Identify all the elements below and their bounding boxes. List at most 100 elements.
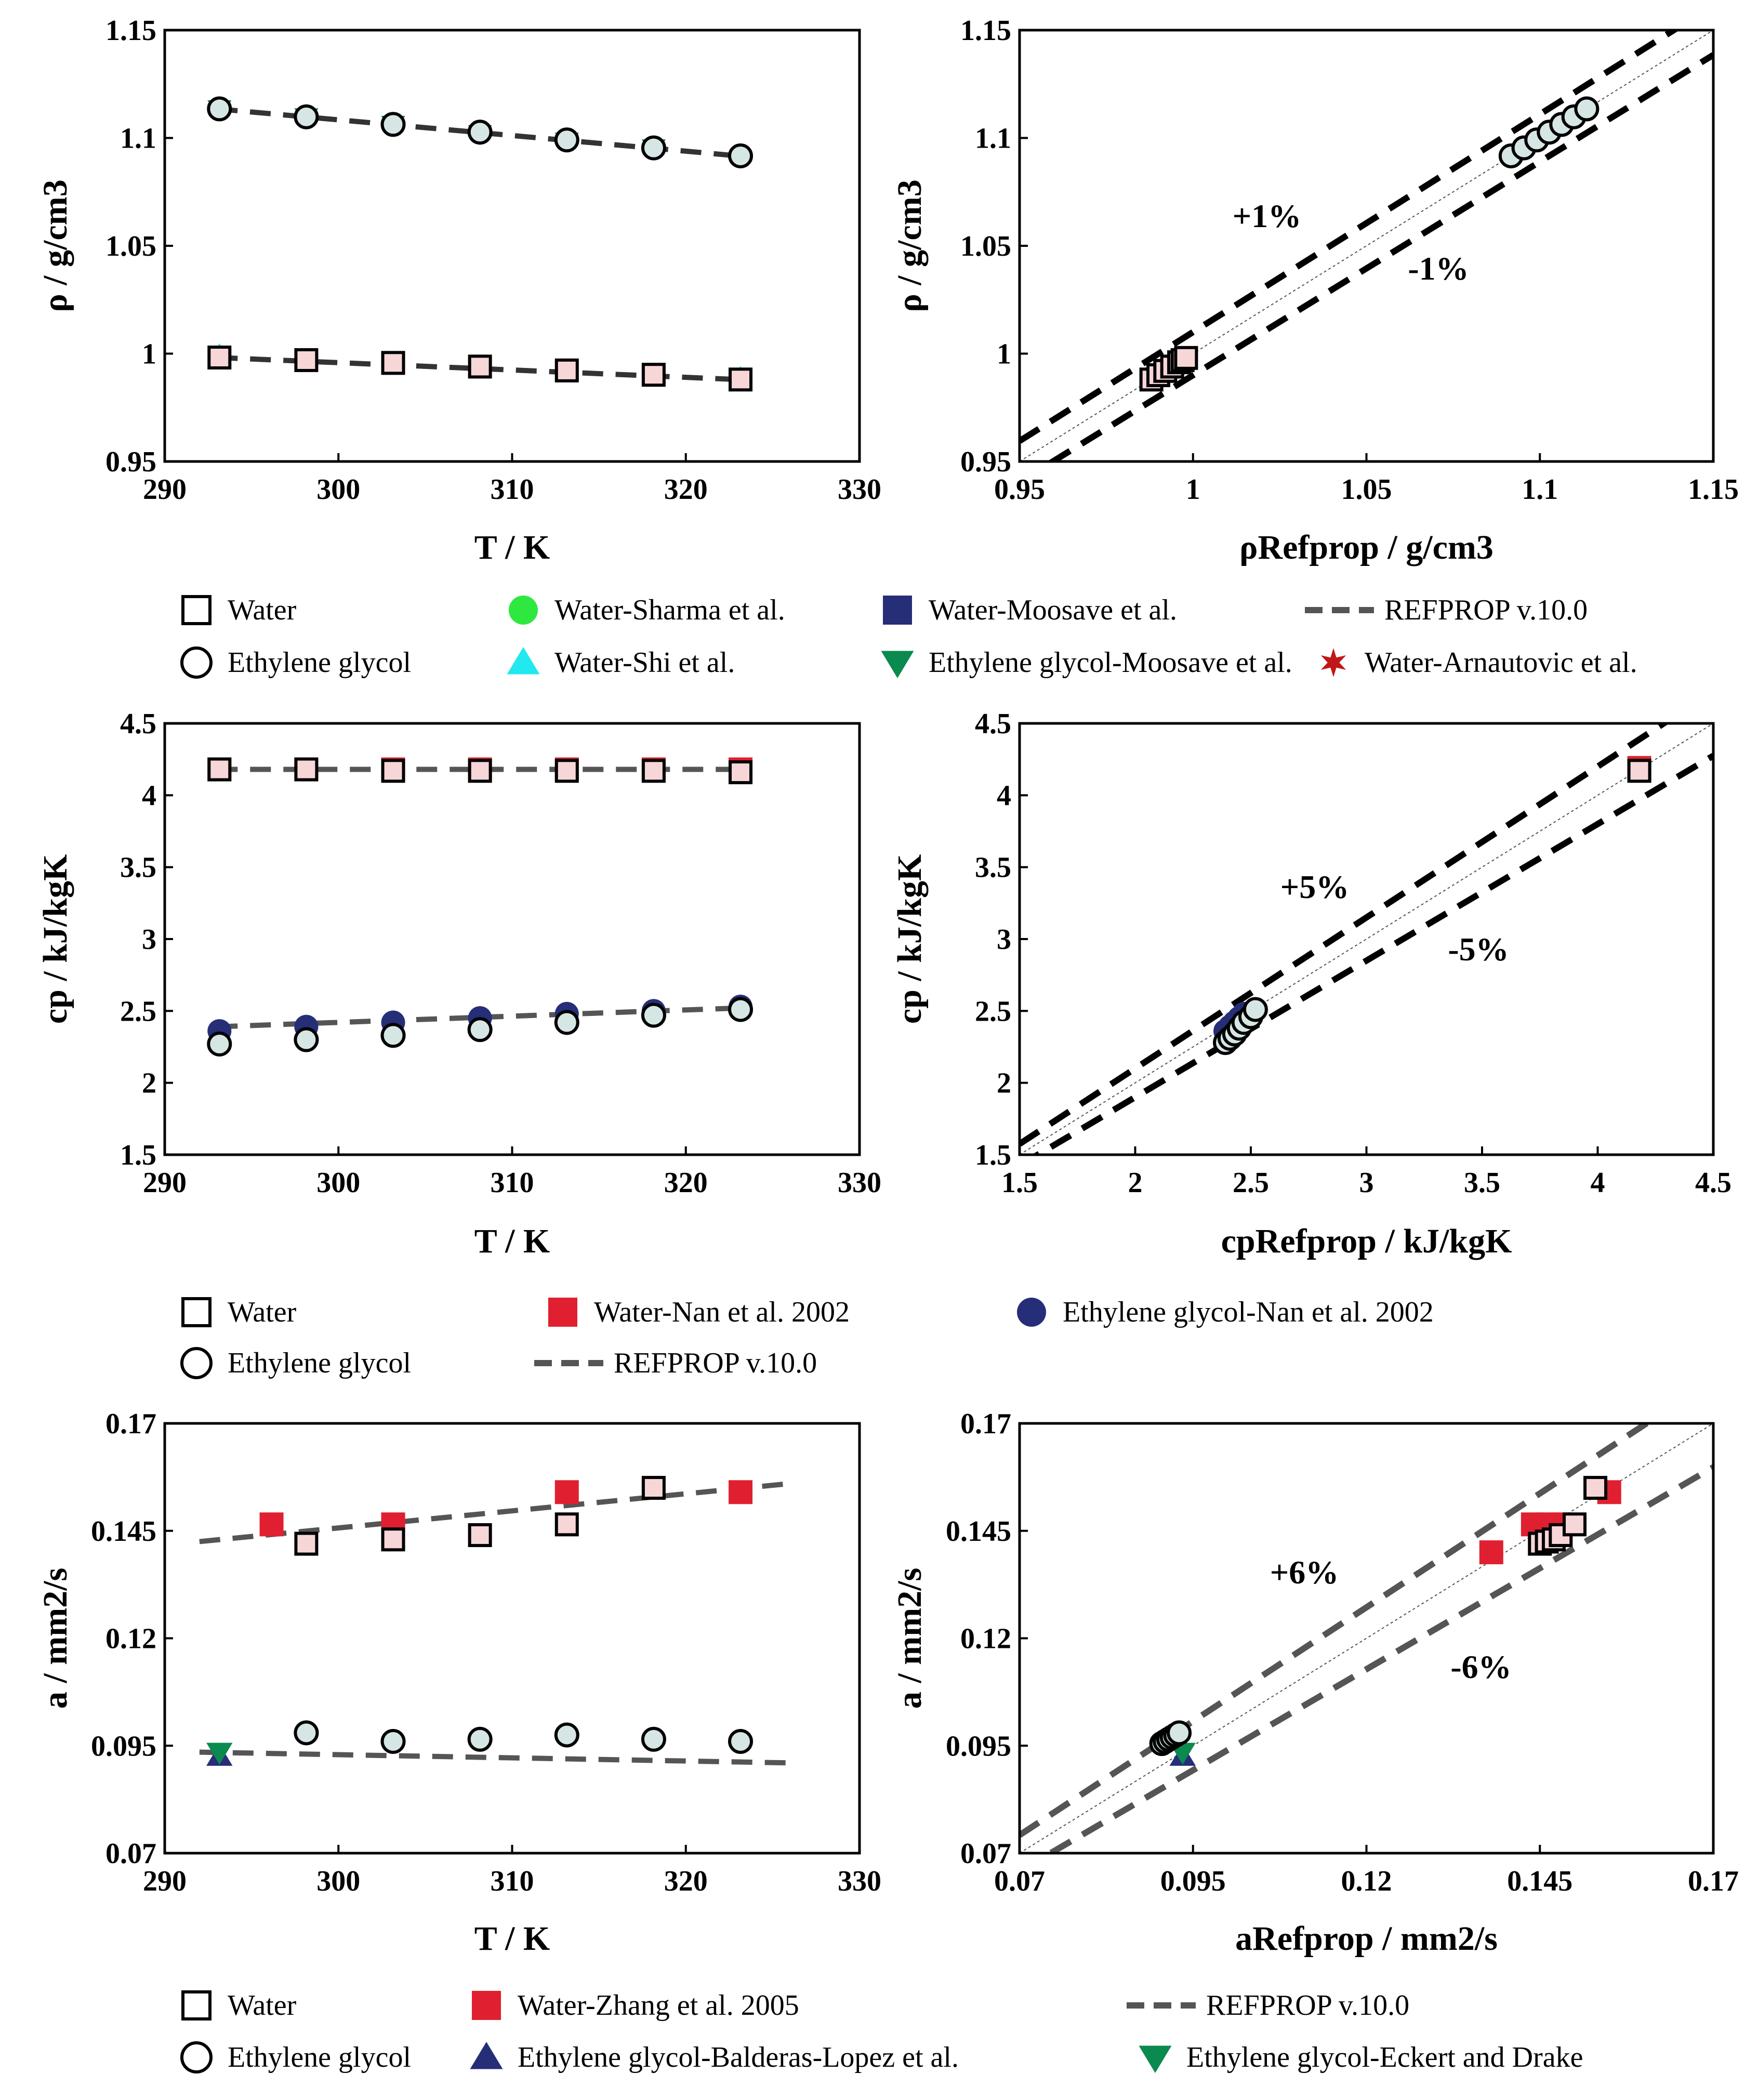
red-square-swatch bbox=[472, 1991, 501, 2020]
x-tick-label: 1.15 bbox=[1688, 473, 1739, 506]
y-tick-label: 1.5 bbox=[975, 1139, 1011, 1171]
legend-item: Ethylene glycol bbox=[180, 646, 411, 679]
legend-item: Ethylene glycol bbox=[180, 1347, 411, 1379]
y-axis-title: cp / kJ/kgK bbox=[36, 854, 74, 1024]
data-point bbox=[554, 127, 579, 153]
y-tick-label: 3 bbox=[142, 923, 156, 956]
legend-2: Water Water-Nan et al. 2002 Ethylene glyco… bbox=[180, 1296, 1434, 1379]
legend-item: REFPROP v.10.0 bbox=[1127, 1989, 1409, 2022]
x-tick-label: 330 bbox=[838, 1865, 881, 1897]
data-point bbox=[728, 997, 754, 1022]
data-point bbox=[380, 1023, 406, 1048]
data-point bbox=[468, 354, 492, 379]
y-tick-label: 1.05 bbox=[105, 230, 156, 262]
data-point bbox=[294, 1027, 319, 1052]
plot-frame bbox=[163, 722, 861, 1156]
minus-bound-line bbox=[1032, 753, 1713, 1155]
x-tick-label: 310 bbox=[491, 1167, 534, 1199]
x-tick-label: 3 bbox=[1359, 1167, 1374, 1199]
data-point bbox=[380, 1728, 406, 1754]
x-tick-label: 1.05 bbox=[1341, 473, 1392, 506]
annotation-minus: -1% bbox=[1408, 250, 1469, 287]
y-tick-label: 0.12 bbox=[105, 1623, 156, 1655]
x-tick-label: 310 bbox=[491, 473, 534, 506]
y-tick-label: 0.07 bbox=[105, 1838, 156, 1870]
data-point bbox=[728, 1728, 754, 1754]
x-tick-label: 0.17 bbox=[1688, 1865, 1739, 1897]
annotation-plus: +1% bbox=[1233, 197, 1301, 234]
y-axis-title: ρ / g/cm3 bbox=[891, 179, 929, 312]
chart-density-vs-T: 290 300 310 320 330 0.95 1 1.05 1.1 1.15 T / K ρ / … bbox=[36, 15, 881, 566]
open-square-swatch bbox=[181, 1297, 212, 1327]
annotation-plus: +5% bbox=[1280, 868, 1349, 905]
y-tick-label: 0.95 bbox=[960, 446, 1011, 478]
data-point bbox=[641, 759, 666, 783]
x-tick-label: 330 bbox=[838, 473, 881, 506]
legend-item: Water bbox=[181, 594, 297, 626]
data-point bbox=[1563, 1512, 1587, 1537]
y-tick-label: 1.05 bbox=[960, 230, 1011, 262]
x-tick-label: 2.5 bbox=[1233, 1167, 1269, 1199]
data-point bbox=[729, 1480, 753, 1504]
legend-item: Ethylene glycol-Moosave et al. bbox=[881, 646, 1292, 679]
x-tick-label: 300 bbox=[316, 473, 360, 506]
data-point bbox=[1627, 759, 1651, 783]
data-point bbox=[729, 367, 753, 392]
x-tick-label: 290 bbox=[143, 1865, 187, 1897]
x-axis-title: T / K bbox=[474, 529, 550, 566]
y-tick-label: 0.095 bbox=[91, 1730, 156, 1762]
x-axis-title: T / K bbox=[474, 1222, 550, 1260]
data-point bbox=[641, 1726, 666, 1752]
y-tick-label: 4.5 bbox=[120, 708, 156, 740]
x-tick-label: 0.07 bbox=[994, 1865, 1045, 1897]
legend-label: Water-Moosave et al. bbox=[929, 594, 1177, 626]
data-point bbox=[641, 1002, 666, 1028]
x-tick-label: 4.5 bbox=[1695, 1167, 1731, 1199]
y-axis-title: ρ / g/cm3 bbox=[36, 179, 74, 312]
chart-diffusivity-vs-T: 290 300 310 320 330 0.07 0.095 0.12 0.145 0.17 T /… bbox=[36, 1408, 881, 1958]
legend-item: Water bbox=[181, 1989, 297, 2022]
green-triangle-down-swatch bbox=[1139, 2045, 1172, 2073]
legend-item: REFPROP v.10.0 bbox=[1305, 594, 1588, 626]
red-star-swatch bbox=[1320, 648, 1346, 677]
x-tick-label: 0.095 bbox=[1160, 1865, 1226, 1897]
x-tick-label: 1 bbox=[1186, 473, 1200, 506]
legend-item: Water-Shi et al. bbox=[507, 646, 735, 679]
x-axis-title: aRefprop / mm2/s bbox=[1235, 1920, 1498, 1958]
x-tick-label: 2 bbox=[1128, 1167, 1143, 1199]
plot-area bbox=[207, 757, 754, 1056]
legend-label: Water bbox=[228, 1296, 297, 1328]
y-tick-label: 1 bbox=[997, 338, 1011, 371]
green-circle-swatch bbox=[509, 596, 538, 625]
x-tick-label: 330 bbox=[838, 1167, 881, 1199]
data-point bbox=[554, 1512, 579, 1537]
open-square-swatch bbox=[181, 595, 212, 625]
data-point bbox=[641, 135, 666, 161]
y-tick-label: 1.15 bbox=[105, 15, 156, 47]
data-point bbox=[1243, 997, 1268, 1022]
x-tick-label: 310 bbox=[491, 1865, 534, 1897]
legend-label: REFPROP v.10.0 bbox=[1206, 1989, 1409, 2022]
open-circle-swatch bbox=[180, 1347, 213, 1379]
legend-item: Water-Moosave et al. bbox=[883, 594, 1177, 626]
data-point bbox=[1167, 1720, 1192, 1746]
y-tick-label: 1.1 bbox=[120, 123, 156, 155]
x-tick-label: 320 bbox=[664, 473, 708, 506]
y-axis-title: a / mm2/s bbox=[891, 1568, 929, 1709]
x-tick-label: 320 bbox=[664, 1865, 708, 1897]
y-axis-title: cp / kJ/kgK bbox=[891, 854, 929, 1024]
y-tick-label: 0.145 bbox=[91, 1515, 156, 1548]
legend-3: Water Water-Zhang et al. 2005 REFPROP v.10… bbox=[180, 1989, 1583, 2073]
legend-label: Water-Shi et al. bbox=[554, 646, 735, 679]
x-tick-label: 290 bbox=[143, 1167, 187, 1199]
data-point bbox=[294, 1720, 319, 1746]
green-triangle-down-swatch bbox=[881, 651, 914, 678]
x-tick-label: 320 bbox=[664, 1167, 708, 1199]
legend-item: Water-Zhang et al. 2005 bbox=[472, 1989, 799, 2022]
legend-item: REFPROP v.10.0 bbox=[534, 1347, 817, 1379]
legend-label: Ethylene glycol bbox=[228, 646, 411, 679]
plot-frame bbox=[1018, 722, 1715, 1156]
data-point bbox=[554, 759, 579, 783]
plot-frame bbox=[163, 29, 861, 463]
